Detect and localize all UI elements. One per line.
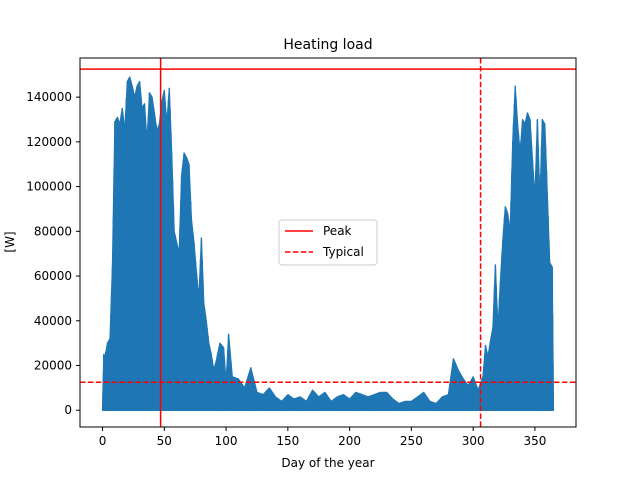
legend: Peak Typical — [278, 219, 378, 266]
reference-line-layer — [80, 58, 576, 427]
x-tick-label: 200 — [338, 434, 361, 448]
plot-frame — [79, 57, 577, 428]
x-tick-label: 50 — [157, 434, 172, 448]
y-tick-label: 140000 — [26, 90, 72, 104]
x-tick-label: 250 — [400, 434, 423, 448]
x-tick-label: 300 — [462, 434, 485, 448]
x-tick-label: 100 — [215, 434, 238, 448]
x-axis-label: Day of the year — [281, 456, 374, 470]
series-layer — [101, 76, 555, 411]
x-tick-label: 0 — [99, 434, 107, 448]
y-tick-label: 20000 — [34, 359, 72, 373]
chart-title: Heating load — [283, 37, 372, 53]
y-axis-label: [W] — [3, 231, 17, 252]
y-axis-ticks: 0 20000 40000 60000 80000 100000 120000 140000 — [26, 90, 80, 417]
y-tick-label: 80000 — [34, 224, 72, 238]
x-tick-label: 150 — [276, 434, 299, 448]
y-tick-label: 0 — [64, 403, 72, 417]
plot-area — [79, 57, 577, 428]
y-tick-label: 100000 — [26, 180, 72, 194]
y-tick-label: 60000 — [34, 269, 72, 283]
legend-typical-label: Typical — [322, 245, 364, 259]
y-tick-label: 120000 — [26, 135, 72, 149]
legend-peak-label: Peak — [323, 224, 352, 238]
y-tick-label: 40000 — [34, 314, 72, 328]
x-tick-label: 350 — [523, 434, 546, 448]
x-axis-ticks: 0 50 100 150 200 250 300 350 — [99, 427, 546, 448]
